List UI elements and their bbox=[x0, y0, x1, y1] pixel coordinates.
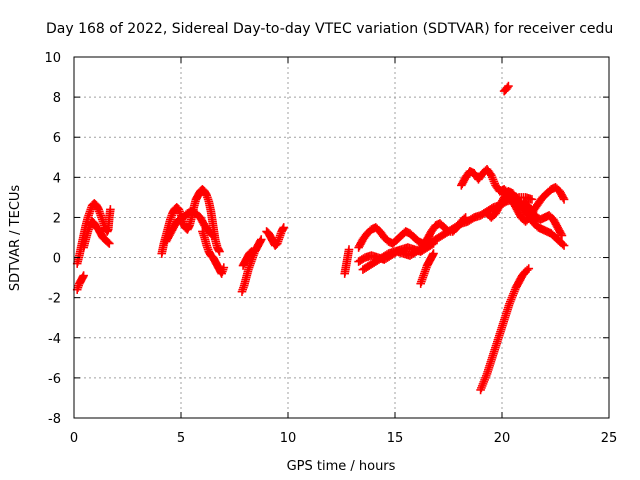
y-tick-label: 10 bbox=[44, 51, 61, 66]
axis-ticks: 0 5 10 15 20 25 -8 -6 -4 -2 0 2 4 6 8 10 bbox=[44, 51, 617, 446]
data-point bbox=[504, 81, 513, 91]
y-tick-label: 4 bbox=[53, 171, 61, 186]
data-points bbox=[72, 81, 569, 395]
y-tick-label: 6 bbox=[53, 131, 61, 146]
data-point bbox=[247, 247, 256, 256]
plot-frame bbox=[73, 56, 610, 419]
data-point bbox=[429, 239, 438, 248]
x-tick-label: 25 bbox=[601, 431, 618, 446]
y-tick-label: 2 bbox=[53, 211, 61, 226]
data-point bbox=[558, 239, 567, 249]
y-tick-label: -2 bbox=[48, 292, 61, 307]
x-tick-label: 0 bbox=[70, 431, 78, 446]
data-point bbox=[527, 195, 537, 204]
data-point bbox=[557, 231, 567, 240]
data-point bbox=[559, 241, 569, 250]
chart-title: Day 168 of 2022, Sidereal Day-to-day VTE… bbox=[46, 21, 613, 37]
data-point bbox=[279, 223, 289, 232]
data-point bbox=[103, 238, 113, 247]
data-point bbox=[524, 264, 534, 273]
x-tick-label: 10 bbox=[280, 431, 297, 446]
x-axis-label: GPS time / hours bbox=[287, 459, 396, 474]
x-tick-label: 20 bbox=[494, 431, 511, 446]
data-point bbox=[559, 195, 569, 204]
x-tick-label: 5 bbox=[177, 431, 185, 446]
data-point bbox=[215, 247, 224, 256]
data-point bbox=[208, 231, 218, 240]
grid-lines bbox=[74, 57, 609, 418]
y-tick-label: 8 bbox=[53, 91, 61, 106]
y-tick-label: 0 bbox=[53, 252, 61, 267]
data-point bbox=[106, 205, 115, 214]
y-axis-label: SDTVAR / TECUs bbox=[8, 185, 23, 292]
data-point bbox=[429, 249, 438, 258]
data-point bbox=[344, 245, 354, 254]
data-point bbox=[246, 248, 255, 257]
y-tick-label: -6 bbox=[48, 372, 61, 387]
y-tick-label: -8 bbox=[48, 412, 61, 427]
y-tick-label: -4 bbox=[48, 332, 61, 347]
data-point bbox=[79, 271, 88, 280]
x-tick-label: 15 bbox=[387, 431, 404, 446]
data-point bbox=[256, 235, 266, 244]
data-point bbox=[219, 263, 229, 272]
data-point bbox=[105, 239, 114, 248]
data-point bbox=[207, 230, 217, 239]
data-point bbox=[503, 83, 512, 92]
